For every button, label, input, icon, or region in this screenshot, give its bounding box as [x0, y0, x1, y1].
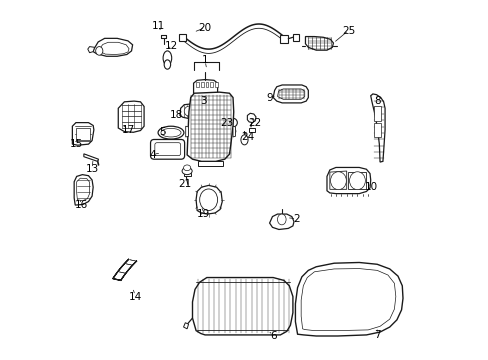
Bar — [196, 82, 199, 87]
Polygon shape — [373, 123, 380, 137]
Polygon shape — [301, 269, 395, 330]
Polygon shape — [113, 259, 137, 280]
Polygon shape — [248, 128, 254, 132]
Polygon shape — [77, 178, 89, 201]
Text: 7: 7 — [373, 330, 380, 340]
Text: 13: 13 — [85, 164, 99, 174]
Ellipse shape — [277, 214, 285, 225]
Bar — [215, 82, 218, 87]
Polygon shape — [277, 89, 304, 99]
Bar — [210, 82, 213, 87]
Ellipse shape — [163, 51, 171, 65]
Text: 25: 25 — [341, 26, 354, 36]
Polygon shape — [193, 80, 217, 96]
Polygon shape — [348, 172, 366, 189]
Ellipse shape — [158, 126, 183, 139]
Polygon shape — [118, 101, 144, 132]
Polygon shape — [269, 214, 293, 229]
Text: 2: 2 — [293, 215, 299, 224]
Ellipse shape — [228, 118, 237, 127]
Text: 17: 17 — [121, 125, 134, 135]
Polygon shape — [305, 37, 333, 50]
Polygon shape — [192, 278, 292, 335]
Ellipse shape — [184, 106, 194, 116]
Polygon shape — [370, 94, 384, 162]
Text: 15: 15 — [69, 139, 82, 149]
Polygon shape — [88, 46, 94, 53]
Polygon shape — [273, 85, 308, 103]
Polygon shape — [93, 39, 132, 56]
Text: 16: 16 — [75, 200, 88, 210]
Bar — [292, 35, 298, 41]
Bar — [201, 82, 203, 87]
Ellipse shape — [349, 172, 365, 190]
Polygon shape — [99, 42, 129, 54]
Text: 11: 11 — [151, 21, 165, 31]
Text: 3: 3 — [200, 96, 206, 106]
Ellipse shape — [183, 165, 190, 171]
FancyBboxPatch shape — [155, 143, 180, 156]
Text: 6: 6 — [269, 331, 276, 341]
Text: 14: 14 — [128, 292, 142, 302]
Polygon shape — [76, 128, 89, 140]
FancyBboxPatch shape — [150, 139, 184, 159]
Text: 5: 5 — [159, 127, 165, 136]
Polygon shape — [183, 173, 190, 176]
Polygon shape — [196, 185, 222, 214]
Polygon shape — [185, 126, 188, 137]
Text: 24: 24 — [241, 132, 254, 142]
Text: 21: 21 — [178, 179, 192, 189]
Bar — [205, 82, 208, 87]
Polygon shape — [187, 92, 233, 161]
Polygon shape — [247, 113, 255, 123]
Polygon shape — [180, 104, 198, 118]
Ellipse shape — [199, 189, 217, 211]
Polygon shape — [295, 262, 402, 336]
Polygon shape — [72, 123, 94, 145]
Ellipse shape — [161, 129, 181, 137]
Text: 20: 20 — [198, 23, 211, 33]
Text: 19: 19 — [196, 209, 209, 219]
Text: 12: 12 — [164, 41, 177, 50]
Bar — [280, 35, 287, 42]
Polygon shape — [373, 107, 380, 121]
Polygon shape — [74, 175, 93, 205]
Polygon shape — [326, 167, 370, 194]
Ellipse shape — [330, 172, 346, 190]
Polygon shape — [83, 154, 99, 161]
Text: 10: 10 — [365, 182, 378, 192]
Text: 9: 9 — [266, 93, 272, 103]
Polygon shape — [183, 323, 188, 329]
Text: 18: 18 — [169, 111, 183, 121]
Text: 1: 1 — [202, 55, 208, 65]
Bar — [179, 35, 185, 41]
Polygon shape — [329, 171, 346, 189]
Text: 23: 23 — [220, 118, 233, 128]
Ellipse shape — [230, 129, 235, 134]
Polygon shape — [198, 161, 223, 166]
Ellipse shape — [182, 167, 192, 175]
Ellipse shape — [164, 60, 170, 69]
Text: 4: 4 — [149, 150, 156, 160]
Text: 8: 8 — [373, 96, 380, 106]
Text: 22: 22 — [248, 118, 262, 128]
Ellipse shape — [241, 135, 247, 145]
Polygon shape — [233, 126, 235, 137]
Ellipse shape — [96, 46, 102, 55]
